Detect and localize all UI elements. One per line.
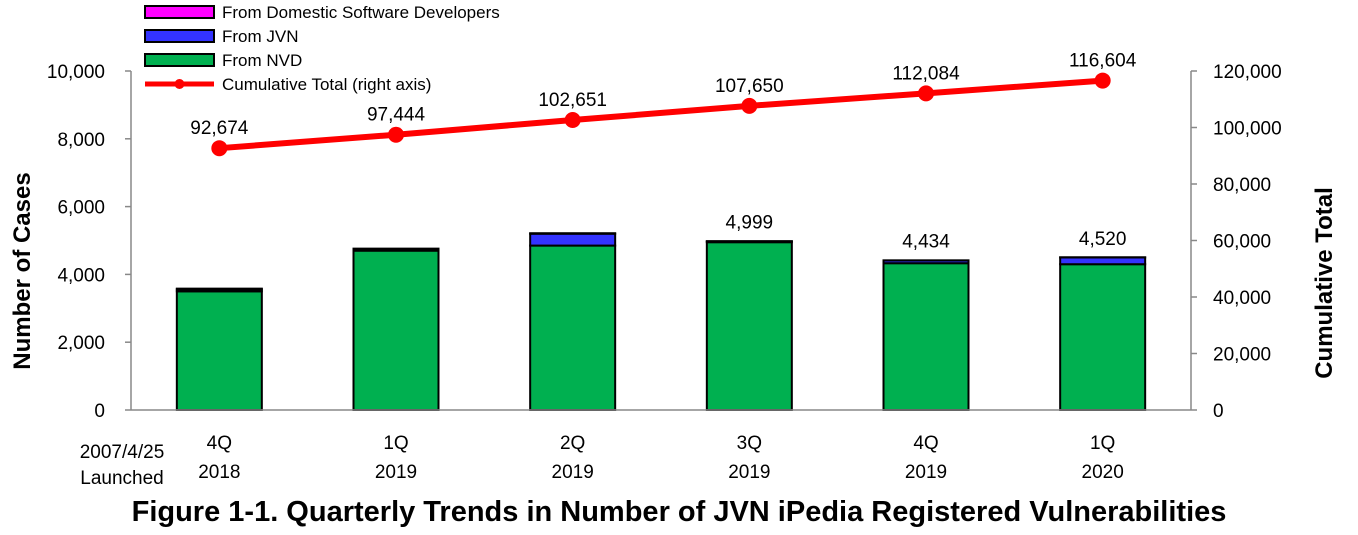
legend-label-from-jvn: From JVN bbox=[222, 27, 299, 46]
bar-segment-from-domestic-software-developers-0 bbox=[175, 287, 263, 291]
x-tick-label-5-line2: 2020 bbox=[1082, 462, 1124, 483]
y-right-tick-label-3: 60,000 bbox=[1213, 232, 1271, 253]
bars-group: 4,999 4,434 4,520 bbox=[175, 213, 1147, 412]
bar-segment-from-domestic-software-developers-2 bbox=[529, 232, 617, 235]
axes-group: 0 2,000 4,000 6,000 8,000 10,000 0 20,000 40,000… bbox=[47, 62, 1282, 489]
chart: 4,999 4,434 4,520 92,674 97,444 102,651 107,6… bbox=[9, 3, 1338, 489]
y-right-tick-label-0: 0 bbox=[1213, 401, 1224, 422]
bar-total-label-5: 4,520 bbox=[1079, 229, 1127, 250]
y-axis-right-title: Cumulative Total bbox=[1311, 187, 1338, 379]
legend-label-from-domestic-software-developers: From Domestic Software Developers bbox=[222, 3, 500, 22]
bar-segment-from-nvd-0 bbox=[175, 290, 263, 412]
launch-note-line2: Launched bbox=[80, 468, 163, 489]
y-right-tick-label-1: 20,000 bbox=[1213, 345, 1271, 366]
cumulative-line-group: 92,674 97,444 102,651 107,650 112,084 116,604 bbox=[190, 51, 1137, 157]
y-right-tick-label-4: 80,000 bbox=[1213, 175, 1271, 196]
cumulative-label-3: 107,650 bbox=[715, 76, 784, 97]
x-tick-label-4-line2: 2019 bbox=[905, 462, 947, 483]
cumulative-point-3 bbox=[741, 97, 758, 114]
y-right-tick-label-2: 40,000 bbox=[1213, 288, 1271, 309]
cumulative-label-2: 102,651 bbox=[538, 90, 607, 111]
y-right-tick-label-5: 100,000 bbox=[1213, 119, 1282, 140]
bar-total-label-4: 4,434 bbox=[902, 232, 950, 253]
bar-segment-from-nvd-4 bbox=[882, 262, 970, 412]
cumulative-label-1: 97,444 bbox=[367, 105, 426, 126]
y-left-tick-label-5: 10,000 bbox=[47, 62, 105, 83]
y-left-tick-label-3: 6,000 bbox=[57, 198, 105, 219]
y-right-tick-label-6: 120,000 bbox=[1213, 62, 1282, 83]
x-tick-label-4-line1: 4Q bbox=[913, 433, 938, 454]
cumulative-label-5: 116,604 bbox=[1069, 51, 1137, 72]
y-left-tick-label-2: 4,000 bbox=[57, 265, 105, 286]
cumulative-point-5 bbox=[1094, 72, 1111, 89]
launch-note-line1: 2007/4/25 bbox=[80, 442, 165, 463]
bar-segment-from-nvd-2 bbox=[529, 244, 617, 411]
x-tick-label-3-line2: 2019 bbox=[728, 462, 770, 483]
x-tick-label-3-line1: 3Q bbox=[737, 433, 762, 454]
y-left-tick-label-4: 8,000 bbox=[57, 130, 105, 151]
y-axis-left-title: Number of Cases bbox=[9, 172, 36, 369]
cumulative-point-1 bbox=[388, 126, 404, 143]
legend-label-cumulative-total: Cumulative Total (right axis) bbox=[222, 75, 431, 94]
bar-segment-from-jvn-2 bbox=[529, 232, 617, 247]
legend-swatch-cumulative-marker bbox=[174, 79, 185, 89]
legend-swatch-from-jvn bbox=[144, 29, 215, 43]
legend-label-from-nvd: From NVD bbox=[222, 51, 302, 70]
cumulative-point-0 bbox=[211, 140, 228, 157]
cumulative-label-0: 92,674 bbox=[190, 118, 249, 139]
legend-swatch-from-domestic-software-developers bbox=[144, 5, 215, 19]
x-tick-label-1-line2: 2019 bbox=[375, 462, 417, 483]
x-tick-label-1-line1: 1Q bbox=[383, 433, 408, 454]
cumulative-point-2 bbox=[564, 112, 581, 129]
bar-segment-from-nvd-5 bbox=[1059, 263, 1147, 412]
x-tick-label-5-line1: 1Q bbox=[1090, 433, 1115, 454]
cumulative-line bbox=[219, 77, 1103, 152]
legend: From Domestic Software Developers From JV… bbox=[144, 3, 500, 94]
figure-caption: Figure 1-1. Quarterly Trends in Number o… bbox=[131, 496, 1227, 528]
cumulative-point-4 bbox=[918, 85, 934, 102]
y-left-tick-label-0: 0 bbox=[94, 401, 105, 422]
legend-swatch-from-nvd bbox=[144, 53, 215, 67]
x-tick-label-2-line2: 2019 bbox=[552, 462, 594, 483]
bar-segment-from-jvn-5 bbox=[1059, 256, 1147, 266]
x-tick-label-0-line2: 2018 bbox=[198, 462, 240, 483]
bar-segment-from-nvd-3 bbox=[705, 241, 793, 411]
x-tick-label-0-line1: 4Q bbox=[207, 433, 232, 454]
x-tick-label-2-line1: 2Q bbox=[560, 433, 585, 454]
bar-total-label-3: 4,999 bbox=[726, 213, 774, 234]
y-left-tick-label-1: 2,000 bbox=[57, 333, 105, 354]
bar-segment-from-nvd-1 bbox=[352, 249, 440, 411]
cumulative-label-4: 112,084 bbox=[892, 63, 960, 84]
